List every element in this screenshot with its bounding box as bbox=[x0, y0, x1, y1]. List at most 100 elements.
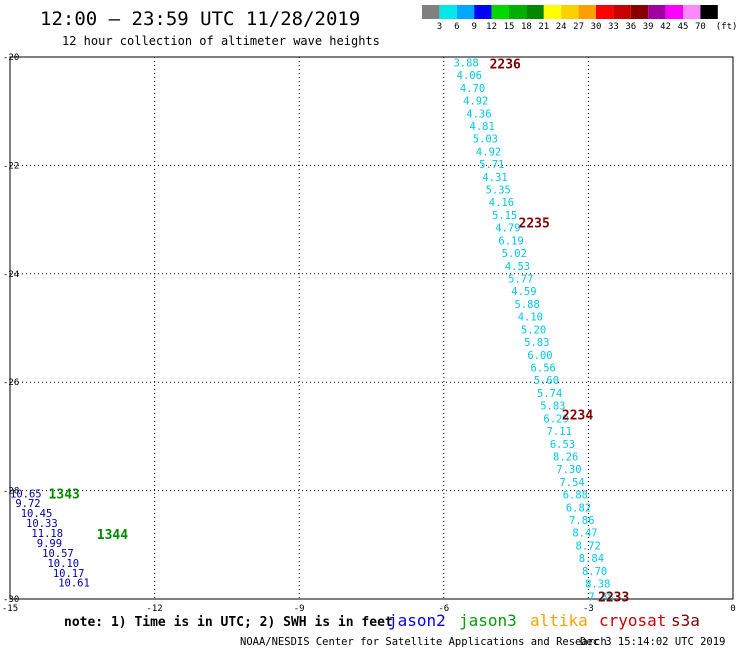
footer-note: note: 1) Time is in UTC; 2) SWH is in fe… bbox=[64, 615, 393, 630]
wave-height-value: 5.88 bbox=[514, 299, 539, 311]
legend-swatch bbox=[422, 5, 440, 19]
legend-label: 42 bbox=[660, 22, 671, 32]
wave-height-value: 10.45 bbox=[21, 508, 53, 520]
wave-height-value: 4.16 bbox=[489, 197, 514, 209]
legend-unit: (ft) bbox=[716, 22, 738, 32]
legend-label: 30 bbox=[591, 22, 602, 32]
legend-label: 3 bbox=[437, 22, 442, 32]
wave-height-value: 4.10 bbox=[518, 312, 543, 324]
wave-height-value: 4.79 bbox=[495, 223, 520, 235]
map-title: 12:00 – 23:59 UTC 11/28/2019 bbox=[40, 8, 360, 30]
satellite-name: cryosat bbox=[599, 611, 666, 630]
longitude-tick-label: -12 bbox=[146, 604, 162, 614]
legend-label: 12 bbox=[486, 22, 497, 32]
pass-time-label: 2234 bbox=[562, 409, 593, 424]
wave-height-value: 4.06 bbox=[457, 70, 482, 82]
wave-height-value: 4.92 bbox=[463, 96, 488, 108]
legend-label: 15 bbox=[504, 22, 515, 32]
pass-time-label: 1344 bbox=[97, 528, 128, 543]
wave-height-value: 9.99 bbox=[37, 538, 62, 550]
wave-height-value: 6.82 bbox=[566, 502, 591, 514]
wave-height-value: 4.81 bbox=[470, 121, 495, 133]
wave-height-value: 6.00 bbox=[527, 350, 552, 362]
wave-height-value: 10.61 bbox=[58, 578, 90, 590]
longitude-tick-label: -6 bbox=[438, 604, 449, 614]
legend-swatch bbox=[474, 5, 492, 19]
map-plot-area: -20-22-24-26-28-30 -15 -12 -9 -6 -3 0 3.884.0… bbox=[2, 53, 736, 614]
wave-height-value: 5.03 bbox=[473, 134, 498, 146]
legend-swatch bbox=[561, 5, 579, 19]
pass-time-labels: 2236 2235 2234 2233 1343 1344 bbox=[49, 58, 630, 606]
wave-height-color-legend: 3 6 9 12 15 18 21 24 27 30 33 36 39 42 45 70 (ft) bbox=[422, 5, 737, 32]
satellite-name: jason3 bbox=[459, 611, 517, 630]
wave-height-value: 10.57 bbox=[42, 548, 74, 560]
wave-height-value: 5.60 bbox=[534, 375, 559, 387]
legend-swatch bbox=[630, 5, 649, 19]
legend-swatch bbox=[456, 5, 475, 19]
legend-swatch bbox=[613, 5, 631, 19]
map-subtitle: 12 hour collection of altimeter wave hei… bbox=[62, 34, 380, 48]
wave-height-value: 5.02 bbox=[502, 248, 527, 260]
latitude-tick-labels: -20 -22 -24 -26 -28 -30 bbox=[3, 53, 19, 605]
latitude-tick-label: -30 bbox=[3, 595, 19, 605]
latitude-tick-label: -28 bbox=[3, 487, 19, 497]
lat-lon-grid bbox=[10, 57, 733, 599]
latitude-tick-label: -26 bbox=[3, 378, 19, 388]
legend-swatch bbox=[665, 5, 683, 19]
pass-time-label: 2236 bbox=[490, 58, 521, 73]
pass-time-label: 2233 bbox=[598, 590, 629, 605]
legend-label: 9 bbox=[471, 22, 476, 32]
legend-label: 39 bbox=[643, 22, 654, 32]
legend-label: 36 bbox=[625, 22, 636, 32]
wave-height-value: 7.54 bbox=[559, 477, 584, 489]
wave-height-value: 4.31 bbox=[482, 172, 507, 184]
satellite-legend: jason2 jason3 altika cryosat s3a bbox=[388, 611, 700, 630]
wave-height-value: 4.36 bbox=[466, 108, 491, 120]
wave-height-value: 4.53 bbox=[505, 261, 530, 273]
wave-height-value: 3.88 bbox=[453, 57, 478, 69]
legend-swatch bbox=[700, 5, 718, 19]
altimeter-tracks: 3.884.064.704.924.364.815.034.925.714.31… bbox=[10, 57, 614, 603]
wave-height-value: 10.33 bbox=[26, 518, 58, 530]
wave-height-value: 5.15 bbox=[492, 210, 517, 222]
wave-height-value: 5.83 bbox=[540, 401, 565, 413]
longitude-tick-label: 0 bbox=[730, 604, 735, 614]
latitude-tick-label: -22 bbox=[3, 161, 19, 171]
wave-height-value: 10.65 bbox=[10, 488, 42, 500]
legend-swatch bbox=[683, 5, 701, 19]
satellite-name: altika bbox=[530, 611, 588, 630]
legend-swatch bbox=[509, 5, 527, 19]
wave-height-value: 10.17 bbox=[53, 568, 85, 580]
footer-credit: NOAA/NESDIS Center for Satellite Applica… bbox=[240, 636, 607, 648]
legend-swatch bbox=[648, 5, 666, 19]
wave-height-value: 8.84 bbox=[579, 553, 604, 565]
wave-height-value: 5.74 bbox=[537, 388, 562, 400]
wave-height-value: 8.47 bbox=[572, 528, 597, 540]
wave-height-value: 9.72 bbox=[15, 498, 40, 510]
legend-swatch bbox=[596, 5, 614, 19]
wave-height-value: 5.77 bbox=[508, 274, 533, 286]
longitude-tick-label: -15 bbox=[2, 604, 18, 614]
legend-swatch bbox=[491, 5, 509, 19]
wave-height-value: 5.20 bbox=[521, 324, 546, 336]
legend-label: 18 bbox=[521, 22, 532, 32]
wave-height-value: 4.70 bbox=[460, 83, 485, 95]
latitude-tick-label: -24 bbox=[3, 270, 19, 280]
wave-height-value: 5.83 bbox=[524, 337, 549, 349]
wave-height-value: 8.70 bbox=[582, 566, 607, 578]
wave-height-value: 5.71 bbox=[479, 159, 504, 171]
legend-label: 21 bbox=[538, 22, 549, 32]
wave-height-value: 4.92 bbox=[476, 146, 501, 158]
legend-label: 6 bbox=[454, 22, 459, 32]
wave-height-value: 6.19 bbox=[498, 235, 523, 247]
wave-height-value: 7.88 bbox=[588, 591, 613, 603]
wave-height-value: 6.88 bbox=[563, 490, 588, 502]
latitude-tick-label: -20 bbox=[3, 53, 19, 63]
wave-height-value: 6.56 bbox=[531, 362, 556, 374]
wave-height-value: 10.10 bbox=[47, 558, 79, 570]
wave-height-value: 8.26 bbox=[553, 451, 578, 463]
legend-swatch bbox=[439, 5, 457, 19]
legend-label: 45 bbox=[678, 22, 689, 32]
wave-height-value: 6.53 bbox=[550, 439, 575, 451]
